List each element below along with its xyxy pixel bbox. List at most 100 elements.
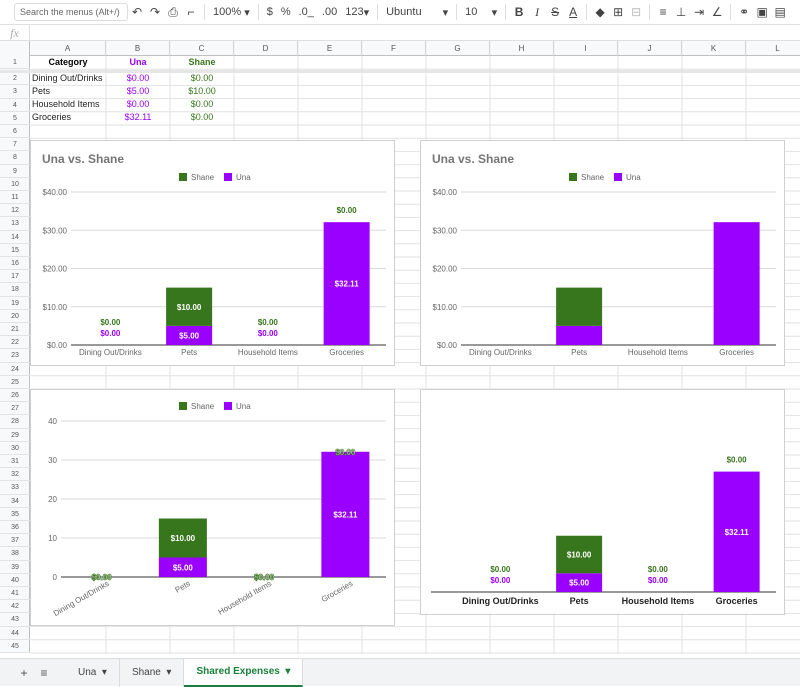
column-header[interactable]: G — [426, 41, 490, 56]
select-all-corner[interactable] — [0, 41, 30, 56]
row-header[interactable]: 6 — [0, 125, 30, 139]
currency-format-button[interactable]: $ — [266, 6, 273, 18]
insert-comment-icon[interactable]: ▣ — [756, 5, 768, 19]
row-header[interactable]: 37 — [0, 534, 30, 548]
fill-color-icon[interactable]: ◆ — [595, 5, 605, 19]
cell-una[interactable]: $0.00 — [126, 73, 150, 83]
vertical-align-icon[interactable]: ⊥ — [675, 5, 687, 19]
column-header[interactable]: J — [618, 41, 682, 56]
frozen-row-divider[interactable] — [0, 70, 800, 73]
row-header[interactable]: 32 — [0, 468, 30, 482]
row-header[interactable]: 41 — [0, 587, 30, 601]
menu-search-input[interactable]: Search the menus (Alt+/) — [14, 3, 128, 21]
row-header[interactable]: 36 — [0, 521, 30, 535]
bold-button[interactable]: B — [514, 5, 524, 19]
row-header[interactable]: 15 — [0, 244, 30, 257]
column-header[interactable]: E — [298, 41, 362, 56]
row-header[interactable]: 33 — [0, 481, 30, 495]
column-header[interactable]: F — [362, 41, 426, 56]
text-rotation-icon[interactable]: ∠ — [711, 5, 723, 19]
column-header[interactable]: B — [106, 41, 170, 56]
row-header[interactable]: 1 — [0, 56, 30, 70]
cell-category[interactable]: Household Items — [32, 99, 100, 109]
font-select[interactable]: Ubuntu ▾ — [386, 6, 449, 19]
row-header[interactable]: 9 — [0, 165, 30, 178]
row-header[interactable]: 17 — [0, 270, 30, 284]
cell-category[interactable]: Groceries — [32, 112, 72, 122]
header-una[interactable]: Una — [129, 57, 147, 67]
chart-3[interactable]: Shane Una 0 10 20 30 40 $0.00 $0.00 Dining Out/Dr… — [30, 389, 395, 626]
row-header[interactable]: 3 — [0, 85, 30, 99]
row-header[interactable]: 12 — [0, 204, 30, 218]
borders-icon[interactable]: ⊞ — [613, 5, 624, 19]
column-header[interactable]: A — [30, 41, 106, 56]
more-formats-button[interactable]: 123 ▾ — [345, 6, 370, 19]
row-header[interactable]: 19 — [0, 297, 30, 310]
row-header[interactable]: 25 — [0, 376, 30, 389]
row-header[interactable]: 44 — [0, 627, 30, 640]
formula-bar[interactable]: fx — [0, 24, 800, 41]
cell-category[interactable]: Dining Out/Drinks — [32, 73, 103, 83]
column-header[interactable]: D — [234, 41, 298, 56]
row-header[interactable]: 4 — [0, 99, 30, 112]
cell-shane[interactable]: $0.00 — [190, 99, 214, 109]
row-header[interactable]: 22 — [0, 336, 30, 350]
row-header[interactable]: 8 — [0, 151, 30, 165]
all-sheets-button[interactable]: ≡ — [40, 665, 48, 680]
insert-chart-icon[interactable]: ▤ — [774, 5, 786, 19]
cell-shane[interactable]: $0.00 — [190, 112, 214, 122]
print-icon[interactable]: ⎙ — [168, 4, 178, 19]
italic-button[interactable]: I — [535, 4, 540, 19]
row-header[interactable]: 7 — [0, 138, 30, 152]
merge-cells-icon[interactable]: ⊟ — [631, 5, 642, 19]
row-header[interactable]: 23 — [0, 349, 30, 363]
increase-decimal-button[interactable]: .00 — [321, 6, 338, 18]
chart-4[interactable]: $0.00 $0.00 Dining Out/Drinks $5.00 $10.00 Pe… — [420, 389, 785, 615]
row-header[interactable]: 45 — [0, 640, 30, 653]
font-size-select[interactable]: 10 ▾ — [465, 6, 498, 19]
redo-icon[interactable]: ↷ — [149, 5, 161, 19]
horizontal-align-icon[interactable]: ≡ — [659, 5, 667, 19]
chart-2[interactable]: Una vs. Shane Shane Una $0.00 $10.00 $20.00 $3… — [420, 140, 785, 366]
insert-link-icon[interactable]: ⚭ — [739, 5, 750, 19]
decrease-decimal-button[interactable]: .0_ — [298, 6, 314, 18]
row-header[interactable]: 29 — [0, 429, 30, 442]
percent-format-button[interactable]: % — [280, 6, 291, 18]
undo-icon[interactable]: ↶ — [131, 5, 143, 19]
text-wrap-icon[interactable]: ⇥ — [694, 5, 705, 19]
column-header[interactable]: C — [170, 41, 234, 56]
row-header[interactable]: 28 — [0, 415, 30, 429]
strikethrough-button[interactable]: S — [551, 5, 560, 19]
cell-shane[interactable]: $10.00 — [188, 86, 216, 96]
row-header[interactable]: 10 — [0, 178, 30, 191]
add-sheet-button[interactable]: + — [20, 665, 28, 680]
row-header[interactable]: 20 — [0, 310, 30, 323]
sheet-tab-shared-expenses[interactable]: Shared Expenses ▾ — [184, 658, 304, 687]
paint-format-icon[interactable]: ⌐ — [187, 5, 195, 19]
text-color-button[interactable]: A — [569, 5, 578, 19]
row-header[interactable]: 26 — [0, 389, 30, 403]
row-header[interactable]: 11 — [0, 191, 30, 205]
row-header[interactable]: 42 — [0, 600, 30, 614]
row-header[interactable]: 30 — [0, 442, 30, 455]
row-header[interactable]: 14 — [0, 231, 30, 244]
sheet-tab-shane[interactable]: Shane ▾ — [120, 658, 185, 687]
row-header[interactable]: 38 — [0, 547, 30, 561]
sheet-tab-una[interactable]: Una ▾ — [66, 658, 120, 687]
row-header[interactable]: 27 — [0, 402, 30, 416]
cell-category[interactable]: Pets — [32, 86, 51, 96]
header-shane[interactable]: Shane — [188, 57, 216, 67]
row-header[interactable]: 5 — [0, 112, 30, 125]
row-header[interactable]: 21 — [0, 323, 30, 337]
row-header[interactable]: 35 — [0, 508, 30, 521]
cell-una[interactable]: $32.11 — [124, 112, 152, 122]
row-header[interactable]: 18 — [0, 283, 30, 297]
zoom-select[interactable]: 100% ▾ — [213, 6, 250, 19]
column-header[interactable]: H — [490, 41, 554, 56]
row-header[interactable]: 24 — [0, 363, 30, 376]
row-header[interactable]: 34 — [0, 495, 30, 508]
row-header[interactable]: 40 — [0, 574, 30, 587]
cell-shane[interactable]: $0.00 — [190, 73, 214, 83]
header-category[interactable]: Category — [48, 57, 88, 67]
column-header[interactable]: I — [554, 41, 618, 56]
